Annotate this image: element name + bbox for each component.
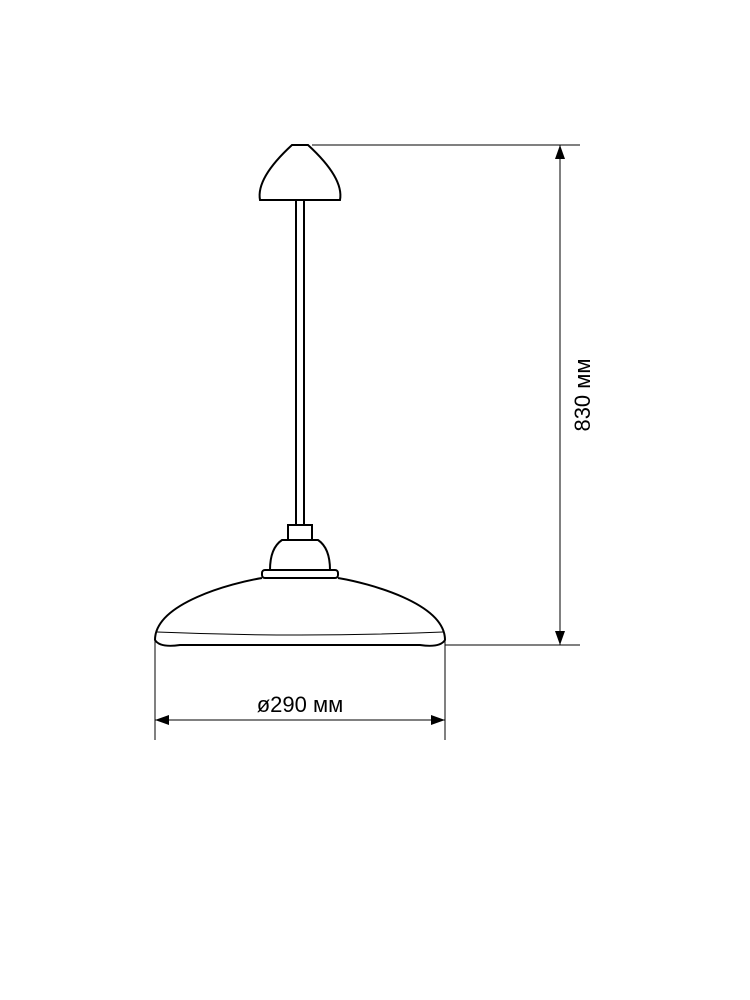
diameter-label: ø290 мм [257, 692, 344, 717]
shade-rim-line [157, 632, 443, 635]
arrowhead [155, 715, 169, 725]
height-label: 830 мм [570, 358, 595, 431]
pendant-lamp-technical-drawing: 830 мм ø290 мм [0, 0, 750, 1000]
socket-ring [262, 570, 338, 578]
arrowhead [555, 145, 565, 159]
socket-neck [270, 540, 330, 570]
arrowhead [555, 631, 565, 645]
shade-outline [155, 578, 445, 646]
socket-collar [288, 525, 312, 540]
canopy [260, 145, 341, 200]
arrowhead [431, 715, 445, 725]
